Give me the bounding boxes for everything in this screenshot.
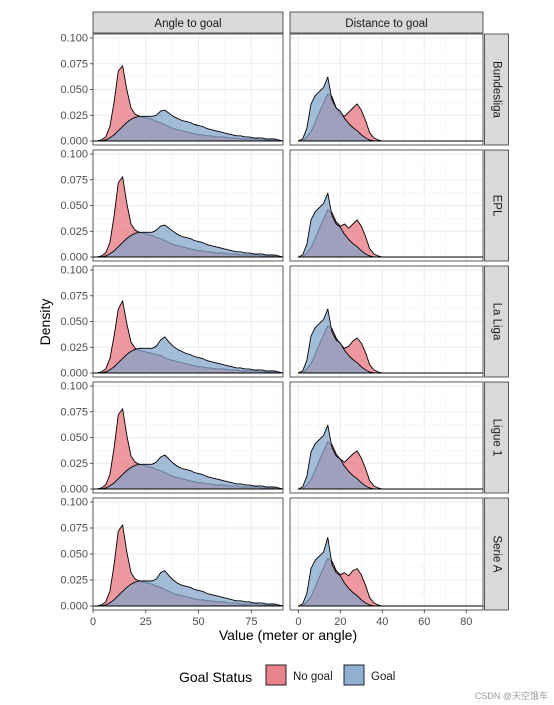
density-goal	[92, 336, 284, 374]
facet-strip-row	[484, 381, 509, 494]
x-tick-label: 80	[460, 616, 472, 628]
x-tick-label: 60	[418, 616, 430, 628]
panel-border	[289, 149, 484, 262]
watermark-text: CSDN @天空饿车	[475, 690, 548, 701]
x-tick-label: 20	[334, 616, 346, 628]
x-tick-label: 25	[140, 616, 152, 628]
panel-border	[289, 33, 484, 146]
y-tick-label: 0.100	[60, 265, 88, 277]
y-tick-label: 0.075	[60, 523, 88, 535]
density-goal	[297, 192, 484, 258]
y-tick-label: 0.075	[60, 58, 88, 70]
panel-border	[289, 265, 484, 378]
y-tick-label: 0.025	[60, 226, 88, 238]
density-goal	[92, 109, 284, 142]
y-tick-label: 0.000	[60, 601, 88, 613]
facet-column-label: Angle to goal	[154, 18, 221, 30]
facet-strip-column	[289, 11, 484, 34]
panel-border	[289, 381, 484, 494]
legend-label: No goal	[293, 671, 333, 683]
y-tick-label: 0.100	[60, 33, 88, 45]
y-tick-label: 0.075	[60, 174, 88, 186]
facet-row-label: EPL	[490, 195, 502, 217]
x-tick-label: 50	[192, 616, 204, 628]
y-tick-label: 0.000	[60, 484, 88, 496]
density-goal	[92, 224, 284, 258]
legend-key	[265, 664, 287, 686]
y-tick-label: 0.050	[60, 549, 88, 561]
facet-strip-column	[92, 11, 284, 34]
density-goal	[297, 536, 484, 607]
y-tick-label: 0.025	[60, 110, 88, 122]
facet-strip-row	[484, 497, 509, 611]
facet-strip-row	[484, 265, 509, 378]
x-tick-label: 0	[90, 616, 96, 628]
x-tick-label: 40	[376, 616, 388, 628]
y-tick-label: 0.050	[60, 84, 88, 96]
y-tick-label: 0.100	[60, 497, 88, 509]
y-tick-label: 0.000	[60, 252, 88, 264]
y-axis-title: Density	[37, 299, 53, 346]
facet-row-label: Serie A	[490, 535, 502, 572]
y-tick-label: 0.075	[60, 290, 88, 302]
y-tick-label: 0.050	[60, 200, 88, 212]
y-tick-label: 0.000	[60, 368, 88, 380]
y-tick-label: 0.100	[60, 381, 88, 393]
legend-key	[343, 664, 365, 686]
density-goal	[92, 570, 284, 607]
panel-border	[289, 497, 484, 611]
density-goal	[297, 76, 484, 142]
y-tick-label: 0.000	[60, 136, 88, 148]
facet-column-label: Distance to goal	[345, 18, 427, 30]
y-tick-label: 0.050	[60, 316, 88, 328]
legend-label: Goal	[371, 671, 395, 683]
legend-title: Goal Status	[179, 669, 252, 685]
facet-row-label: Ligue 1	[490, 419, 502, 457]
x-tick-label: 75	[245, 616, 257, 628]
facet-strip-row	[484, 33, 509, 146]
y-tick-label: 0.050	[60, 432, 88, 444]
y-tick-label: 0.025	[60, 458, 88, 470]
density-goal	[297, 308, 484, 374]
facet-row-label: La Liga	[490, 303, 502, 341]
x-axis-title: Value (meter or angle)	[219, 627, 357, 643]
facet-row-label: Bundesliga	[490, 61, 502, 119]
y-tick-label: 0.025	[60, 342, 88, 354]
density-goal	[297, 424, 484, 490]
density-goal	[92, 454, 284, 490]
y-tick-label: 0.025	[60, 575, 88, 587]
facet-strip-row	[484, 149, 509, 262]
y-tick-label: 0.075	[60, 406, 88, 418]
x-tick-label: 0	[295, 616, 301, 628]
y-tick-label: 0.100	[60, 149, 88, 161]
